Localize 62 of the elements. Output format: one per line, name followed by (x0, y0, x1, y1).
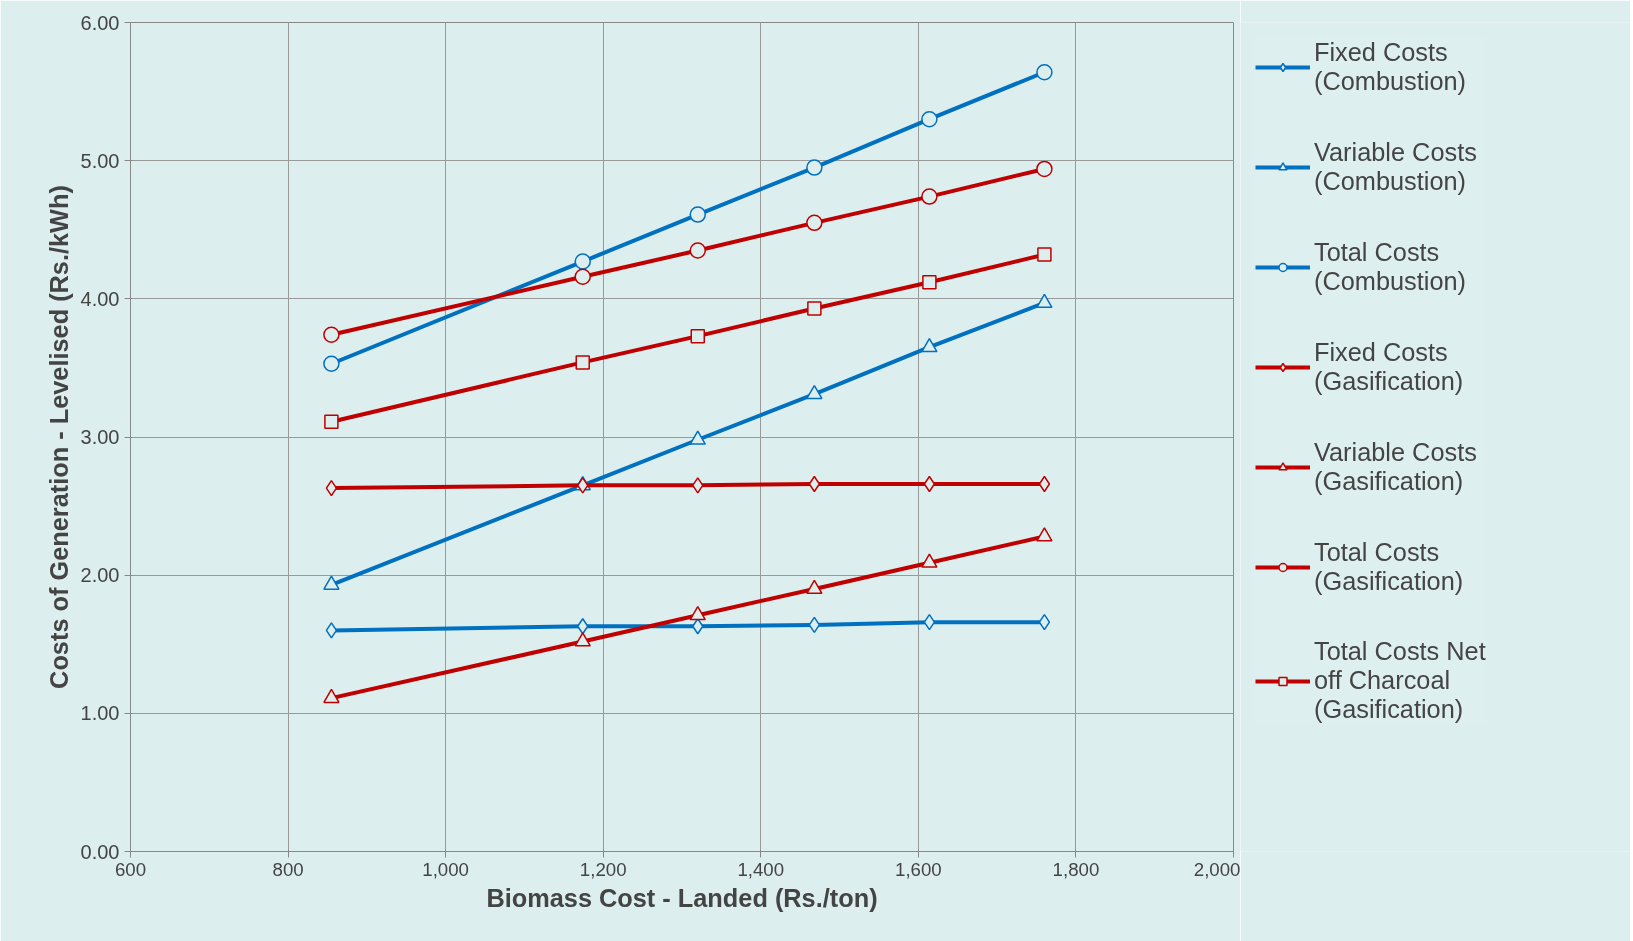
y-tick-label: 5.00 (80, 149, 120, 172)
point (689, 430, 707, 445)
x-tick-label: 800 (272, 858, 304, 880)
point (690, 328, 706, 344)
y-tick-label: 2.00 (80, 564, 120, 587)
x-tick-label: 1,000 (422, 858, 469, 880)
point (692, 618, 704, 635)
point (325, 479, 338, 497)
point (574, 268, 591, 285)
point (574, 632, 591, 647)
point (806, 384, 823, 400)
y-tick-label: 1.00 (80, 702, 120, 725)
x-tick-label: 1,800 (1052, 858, 1100, 880)
point (692, 477, 704, 494)
legend-label: Fixed Costs (Combustion) (1314, 37, 1467, 97)
y-axis-title: Costs of Generation - Levelised (Rs./kWh) (44, 185, 73, 689)
legend-label: Total Costs Net off Charcoal (Gasification) (1314, 637, 1486, 724)
point (323, 355, 340, 373)
point (922, 275, 937, 290)
point (325, 622, 338, 639)
point (1036, 293, 1053, 309)
point (806, 159, 823, 176)
y-tick-label: 4.00 (80, 287, 120, 310)
point (921, 188, 938, 205)
point (575, 355, 590, 370)
x-tick-label: 2,000 (1193, 858, 1241, 880)
point (1038, 475, 1051, 493)
y-tick-label: 3.00 (80, 426, 120, 448)
point (921, 553, 938, 568)
legend-label: Fixed Costs (Gasification) (1314, 337, 1464, 397)
point (576, 618, 589, 635)
y-tick-label: 6.00 (80, 11, 120, 34)
point (689, 242, 707, 259)
point (1037, 247, 1052, 262)
point (324, 414, 339, 430)
point (1036, 160, 1053, 178)
point (1036, 64, 1053, 81)
point (808, 616, 821, 634)
point (807, 301, 822, 316)
point (323, 688, 340, 704)
legend-label: Total Costs (Combustion) (1314, 237, 1467, 297)
point (806, 579, 823, 595)
point (806, 214, 823, 232)
point (323, 575, 340, 590)
x-tick-label: 1,200 (579, 858, 627, 880)
point (923, 613, 936, 631)
point (689, 206, 707, 223)
point (921, 337, 938, 353)
x-tick-label: 1,600 (895, 858, 942, 880)
x-tick-label: 1,400 (737, 858, 785, 880)
legend-label: Total Costs (Gasification) (1314, 537, 1464, 597)
point (1036, 527, 1053, 542)
legend-label: Variable Costs (Combustion) (1314, 137, 1477, 197)
x-axis-title: Biomass Cost - Landed (Rs./ton) (486, 883, 878, 912)
legend-label: Variable Costs (Gasification) (1314, 437, 1477, 497)
point (923, 475, 936, 493)
point (574, 253, 591, 270)
point (921, 110, 938, 128)
point (808, 475, 821, 493)
point (689, 605, 707, 621)
point (1038, 613, 1051, 631)
point (323, 326, 340, 343)
